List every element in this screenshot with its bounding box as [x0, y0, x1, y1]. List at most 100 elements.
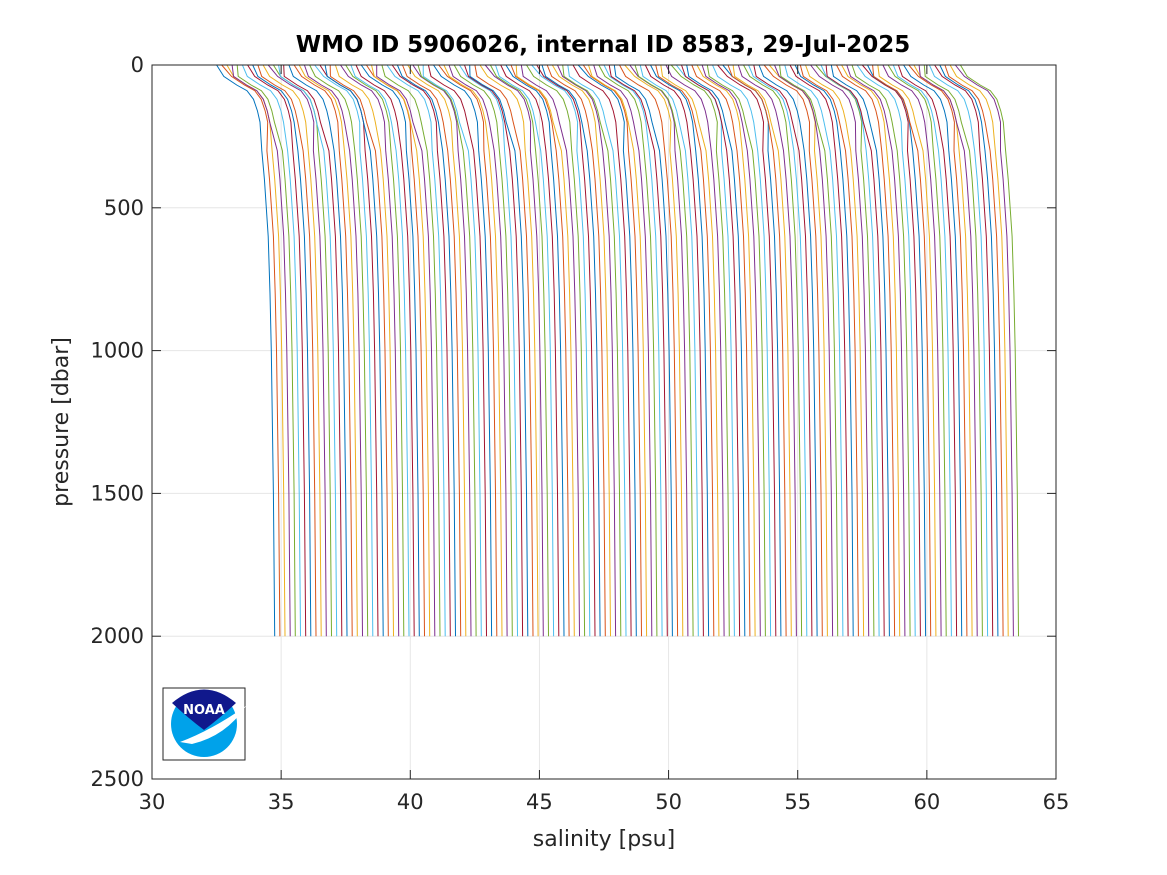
- salinity-profile-line: [381, 64, 441, 637]
- salinity-profile-line: [872, 64, 932, 637]
- salinity-profile-line: [670, 64, 730, 637]
- salinity-profile-line: [686, 64, 746, 637]
- salinity-profile-line: [691, 64, 751, 637]
- salinity-profile-line: [743, 64, 803, 637]
- salinity-profile-line: [805, 64, 865, 637]
- y-tick-label: 0: [131, 53, 144, 77]
- salinity-profile-line: [355, 64, 415, 637]
- salinity-profile-line: [360, 64, 420, 637]
- salinity-profile-line: [634, 64, 694, 637]
- salinity-profile-line: [753, 64, 813, 637]
- salinity-profiles: [216, 64, 1019, 637]
- x-tick-labels: 30 35 40 45 50 55 60 65: [139, 790, 1070, 814]
- y-tick-label: 500: [104, 196, 144, 220]
- salinity-profile-line: [681, 64, 741, 637]
- salinity-profile-line: [520, 64, 580, 637]
- salinity-profile-line: [396, 64, 456, 637]
- logo-wave: [180, 706, 246, 744]
- salinity-profile-line: [402, 64, 462, 637]
- salinity-profile-line: [608, 64, 668, 637]
- salinity-profile-line: [748, 64, 808, 637]
- salinity-profile-line: [779, 64, 839, 637]
- salinity-profile-line: [345, 64, 405, 637]
- y-tick-label: 1000: [91, 339, 144, 363]
- salinity-profile-line: [939, 64, 999, 637]
- chart-title: WMO ID 5906026, internal ID 8583, 29-Jul…: [296, 32, 911, 58]
- salinity-profile-line: [861, 64, 921, 637]
- salinity-profile-line: [934, 64, 994, 637]
- salinity-profile-line: [758, 64, 818, 637]
- salinity-profile-line: [469, 64, 529, 637]
- salinity-profile-line: [484, 64, 544, 637]
- salinity-profile-line: [489, 64, 549, 637]
- salinity-profile-line: [474, 64, 534, 637]
- noaa-logo: NOAA: [162, 687, 246, 761]
- salinity-profile-line: [794, 64, 854, 637]
- y-tick-label: 2500: [91, 767, 144, 791]
- salinity-profile-line: [613, 64, 673, 637]
- salinity-profile-line: [278, 64, 338, 637]
- salinity-profile-line: [340, 64, 400, 637]
- salinity-profile-line: [526, 64, 586, 637]
- salinity-profile-line: [422, 64, 482, 637]
- salinity-profile-line: [877, 64, 937, 637]
- salinity-profile-line: [407, 64, 467, 637]
- salinity-profile-line: [417, 64, 477, 637]
- salinity-profile-line: [696, 64, 756, 637]
- salinity-profile-line: [536, 64, 596, 637]
- salinity-profile-line: [650, 64, 710, 637]
- salinity-profile-line: [732, 64, 792, 637]
- salinity-profile-line: [923, 64, 983, 637]
- salinity-profile-line: [324, 64, 384, 637]
- salinity-profile-line: [836, 64, 896, 637]
- salinity-profile-line: [252, 64, 312, 637]
- salinity-profile-line: [438, 64, 498, 637]
- x-tick-label: 45: [526, 790, 553, 814]
- salinity-profile-line: [624, 64, 684, 637]
- salinity-profile-line: [712, 64, 772, 637]
- salinity-profile-line: [825, 64, 885, 637]
- salinity-profile-line: [495, 64, 555, 637]
- salinity-profile-line: [216, 64, 276, 637]
- salinity-profile-line: [598, 64, 658, 637]
- salinity-profile-line: [458, 64, 518, 637]
- salinity-profile-line: [810, 64, 870, 637]
- salinity-profile-line: [303, 64, 363, 637]
- salinity-profile-line: [665, 64, 725, 637]
- salinity-profile-line: [247, 64, 307, 637]
- salinity-profile-line: [262, 64, 322, 637]
- axes-box: [151, 64, 1057, 780]
- salinity-profile-line: [293, 64, 353, 637]
- salinity-profile-line: [241, 64, 301, 637]
- x-tick-label: 30: [139, 790, 166, 814]
- salinity-profile-line: [515, 64, 575, 637]
- salinity-profile-line: [882, 64, 942, 637]
- salinity-profile-line: [949, 64, 1009, 637]
- salinity-profile-line: [639, 64, 699, 637]
- salinity-profile-line: [727, 64, 787, 637]
- salinity-profile-line: [887, 64, 947, 637]
- axis-ticks: [151, 64, 1057, 780]
- salinity-profile-line: [283, 64, 343, 637]
- salinity-profile-line: [784, 64, 844, 637]
- salinity-profile-line: [567, 64, 627, 637]
- salinity-profile-line: [551, 64, 611, 637]
- salinity-profile-line: [897, 64, 958, 637]
- salinity-profile-line: [376, 65, 436, 637]
- salinity-profile-line: [903, 64, 963, 637]
- salinity-profile-line: [314, 64, 374, 637]
- salinity-profile-line: [789, 64, 849, 637]
- salinity-profile-line: [298, 64, 358, 637]
- salinity-profile-line: [479, 64, 539, 637]
- salinity-profile-line: [660, 64, 720, 637]
- salinity-profile-line: [231, 64, 291, 637]
- salinity-profile-line: [582, 64, 642, 637]
- salinity-profile-line: [603, 64, 663, 637]
- salinity-profile-line: [928, 64, 989, 637]
- x-axis-label: salinity [psu]: [533, 827, 675, 852]
- salinity-profile-line: [309, 64, 369, 637]
- salinity-profile-line: [371, 64, 431, 637]
- salinity-profile-line: [557, 64, 617, 637]
- salinity-profile-line: [619, 64, 679, 637]
- salinity-profile-line: [257, 64, 317, 637]
